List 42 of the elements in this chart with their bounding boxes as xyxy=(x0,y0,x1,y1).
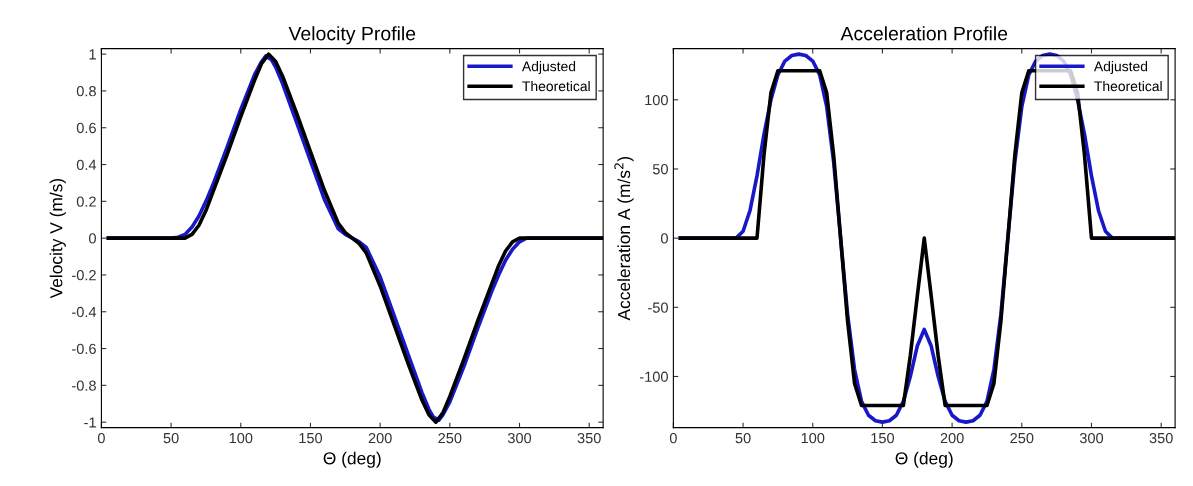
y-tick-label: -0.8 xyxy=(72,380,96,391)
legend-label: Adjusted xyxy=(521,61,576,75)
y-tick-label: -1 xyxy=(84,417,96,428)
y-tick-label: 0 xyxy=(660,233,668,244)
x-tick-label: 300 xyxy=(507,432,532,444)
y-tick-label: 0.6 xyxy=(76,122,96,134)
x-tick-label: 300 xyxy=(1079,432,1104,444)
y-tick-label: 0.2 xyxy=(76,196,96,207)
x-tick-label: 50 xyxy=(163,432,179,444)
x-tick-label: 250 xyxy=(438,432,462,444)
x-tick-label: 200 xyxy=(940,432,964,444)
chart-title: Velocity Profile xyxy=(288,26,416,45)
y-tick-label: -50 xyxy=(648,302,668,313)
x-tick-label: 100 xyxy=(801,432,825,444)
legend-label: Theoretical xyxy=(1094,80,1162,92)
x-tick-label: 250 xyxy=(1010,432,1034,444)
y-tick-label: 1 xyxy=(89,49,96,60)
y-axis-title: Acceleration A (m/s$^{2}$) xyxy=(614,156,634,321)
x-tick-label: 150 xyxy=(299,432,323,444)
x-tick-label: 50 xyxy=(735,432,751,444)
y-tick-label: 100 xyxy=(645,94,668,106)
x-axis-title: Θ (deg) xyxy=(895,451,953,468)
y-tick-label: -100 xyxy=(639,371,668,382)
x-tick-label: 100 xyxy=(229,432,253,444)
y-tick-label: 0.8 xyxy=(76,86,96,97)
x-tick-label: 0 xyxy=(669,432,677,444)
chart-title: Acceleration Profile xyxy=(840,26,1008,41)
x-tick-label: 350 xyxy=(577,432,601,444)
y-axis-title: Velocity V (m/s) xyxy=(49,178,66,299)
x-tick-label: 0 xyxy=(97,432,105,444)
y-tick-label: -0.2 xyxy=(72,270,96,281)
legend-label: Theoretical xyxy=(522,80,590,92)
y-tick-label: -0.6 xyxy=(72,343,96,354)
x-axis-title: Θ (deg) xyxy=(323,451,381,468)
y-tick-label: -0.4 xyxy=(72,306,97,318)
legend-label: Adjusted xyxy=(1093,61,1148,75)
x-tick-label: 200 xyxy=(368,432,392,444)
y-tick-label: 50 xyxy=(652,164,668,175)
y-tick-label: 0.4 xyxy=(76,159,97,170)
x-tick-label: 150 xyxy=(871,432,895,444)
x-tick-label: 350 xyxy=(1149,432,1173,444)
y-tick-label: 0 xyxy=(89,233,96,244)
